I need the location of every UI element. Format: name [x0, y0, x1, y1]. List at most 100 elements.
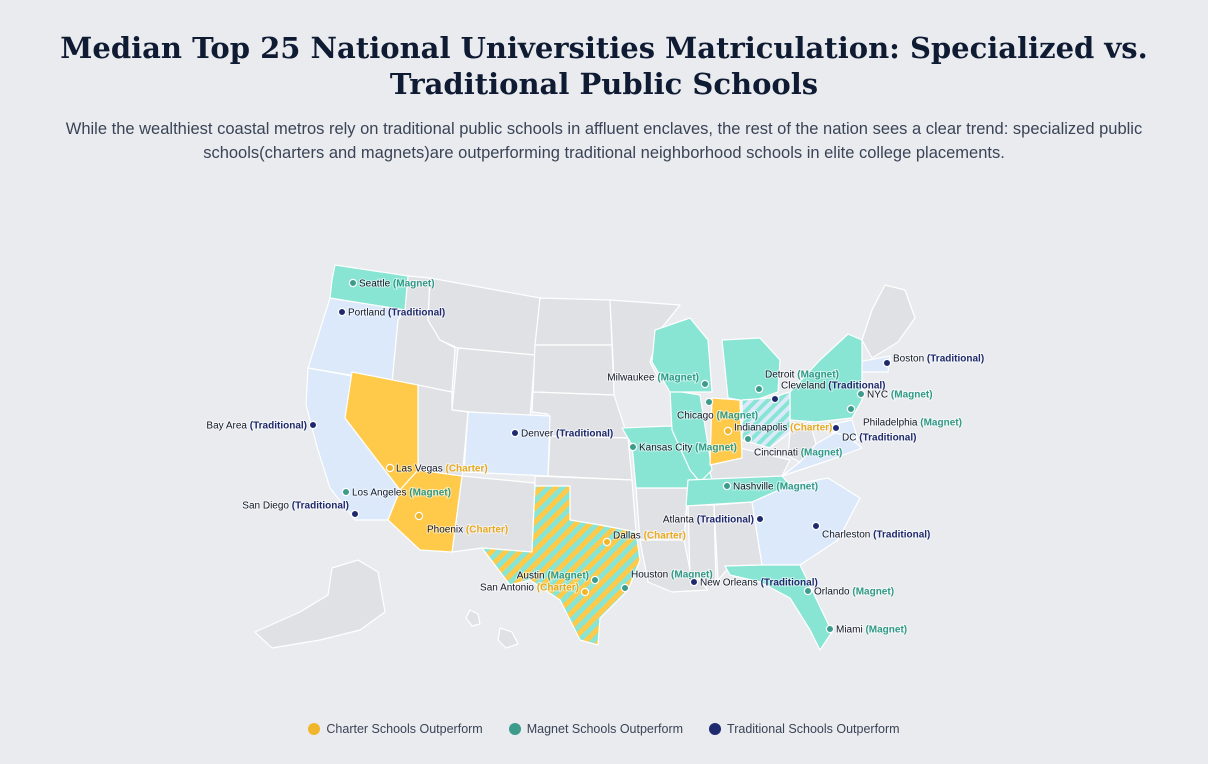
city-name-bay-area: Bay Area [206, 421, 249, 432]
state-louisiana [639, 539, 709, 593]
state-ohio [741, 391, 791, 449]
legend-label-charter: Charter Schools Outperform [326, 722, 483, 736]
city-type-miami: (Magnet) [865, 625, 907, 636]
city-dot-phoenix [414, 511, 424, 521]
city-label-san-antonio: San Antonio (Charter) [480, 583, 579, 594]
state-colorado [463, 411, 551, 477]
city-name-cincinnati: Cincinnati [754, 448, 801, 459]
city-name-nyc: NYC [867, 390, 891, 401]
legend-item-magnet: Magnet Schools Outperform [508, 722, 683, 736]
city-name-los-angeles: Los Angeles [352, 488, 409, 499]
city-dot-atlanta [755, 514, 765, 524]
city-type-cleveland: (Traditional) [828, 381, 885, 392]
states-layer [254, 264, 916, 651]
state-hawaii [465, 609, 481, 627]
city-name-orlando: Orlando [814, 587, 852, 598]
city-name-nashville: Nashville [733, 482, 776, 493]
city-label-cincinnati: Cincinnati (Magnet) [754, 448, 842, 459]
city-dot-los-angeles [341, 487, 351, 497]
city-dot-portland [337, 307, 347, 317]
city-name-seattle: Seattle [359, 279, 393, 290]
state-new-york-pa [789, 333, 863, 423]
city-dot-bay-area [308, 420, 318, 430]
city-dot-austin [590, 575, 600, 585]
city-name-milwaukee: Milwaukee [607, 373, 657, 384]
city-label-los-angeles: Los Angeles (Magnet) [352, 488, 451, 499]
city-dot-chicago [704, 397, 714, 407]
city-label-houston: Houston (Magnet) [631, 570, 713, 581]
city-label-dc: DC (Traditional) [842, 433, 916, 444]
city-dot-las-vegas [385, 463, 395, 473]
legend: Charter Schools Outperform Magnet School… [0, 722, 1208, 736]
city-label-charleston: Charleston (Traditional) [822, 530, 930, 541]
city-dot-san-antonio [580, 587, 590, 597]
city-name-dc: DC [842, 433, 859, 444]
city-type-houston: (Magnet) [671, 570, 713, 581]
city-dot-san-diego [350, 509, 360, 519]
city-type-dc: (Traditional) [859, 433, 916, 444]
city-name-detroit: Detroit [765, 370, 797, 381]
city-label-nashville: Nashville (Magnet) [733, 482, 818, 493]
city-type-nashville: (Magnet) [776, 482, 818, 493]
state-wisconsin [651, 317, 713, 393]
city-type-los-angeles: (Magnet) [409, 488, 451, 499]
city-dot-miami [825, 624, 835, 634]
city-type-milwaukee: (Magnet) [657, 373, 699, 384]
city-label-bay-area: Bay Area (Traditional) [206, 421, 307, 432]
city-name-cleveland: Cleveland [781, 381, 828, 392]
state-texas [481, 485, 641, 646]
city-name-las-vegas: Las Vegas [396, 464, 445, 475]
legend-swatch-magnet [508, 723, 521, 735]
city-label-new-orleans: New Orleans (Traditional) [700, 578, 818, 589]
city-dot-charleston [811, 521, 821, 531]
state-new-mexico [451, 475, 536, 553]
city-label-dallas: Dallas (Charter) [613, 531, 686, 542]
city-label-philadelphia: Philadelphia (Magnet) [863, 418, 962, 429]
state-michigan [721, 337, 781, 403]
city-label-seattle: Seattle (Magnet) [359, 279, 435, 290]
city-dot-kansas-city [628, 442, 638, 452]
city-dot-boston [882, 358, 892, 368]
city-type-detroit: (Magnet) [797, 370, 839, 381]
city-dot-milwaukee [700, 379, 710, 389]
city-label-las-vegas: Las Vegas (Charter) [396, 464, 488, 475]
legend-label-traditional: Traditional Schools Outperform [727, 722, 900, 736]
city-type-seattle: (Magnet) [393, 279, 435, 290]
city-label-nyc: NYC (Magnet) [867, 390, 933, 401]
city-label-milwaukee: Milwaukee (Magnet) [607, 373, 699, 384]
city-name-kansas-city: Kansas City [639, 443, 695, 454]
city-name-san-diego: San Diego [242, 501, 291, 512]
city-type-austin: (Magnet) [547, 571, 589, 582]
city-label-chicago: Chicago (Magnet) [677, 411, 758, 422]
city-label-atlanta: Atlanta (Traditional) [663, 515, 754, 526]
state-wyoming [451, 347, 536, 419]
city-type-bay-area: (Traditional) [250, 421, 307, 432]
city-type-kansas-city: (Magnet) [695, 443, 737, 454]
state-north-dakota [534, 297, 613, 346]
city-dot-new-orleans [689, 577, 699, 587]
city-type-nyc: (Magnet) [891, 390, 933, 401]
city-type-atlanta: (Traditional) [697, 515, 754, 526]
city-type-charleston: (Traditional) [873, 530, 930, 541]
city-type-cincinnati: (Magnet) [801, 448, 843, 459]
city-label-phoenix: Phoenix (Charter) [427, 525, 508, 536]
city-label-san-diego: San Diego (Traditional) [242, 501, 349, 512]
state-hawaii-2 [497, 627, 519, 649]
city-name-chicago: Chicago [677, 411, 716, 422]
state-florida [724, 564, 833, 651]
state-new-england [861, 284, 916, 359]
city-type-portland: (Traditional) [388, 308, 445, 319]
city-name-dallas: Dallas [613, 531, 644, 542]
city-label-denver: Denver (Traditional) [521, 429, 613, 440]
city-name-charleston: Charleston [822, 530, 873, 541]
city-name-houston: Houston [631, 570, 671, 581]
city-markers: Seattle (Magnet)Portland (Traditional)Ba… [205, 278, 985, 637]
state-south-dakota [532, 344, 615, 396]
city-name-miami: Miami [836, 625, 865, 636]
city-label-austin: Austin (Magnet) [517, 571, 589, 582]
legend-swatch-traditional [709, 723, 722, 735]
legend-item-charter: Charter Schools Outperform [308, 722, 483, 736]
city-name-boston: Boston [893, 354, 927, 365]
city-name-san-antonio: San Antonio [480, 583, 537, 594]
city-name-new-orleans: New Orleans [700, 578, 761, 589]
